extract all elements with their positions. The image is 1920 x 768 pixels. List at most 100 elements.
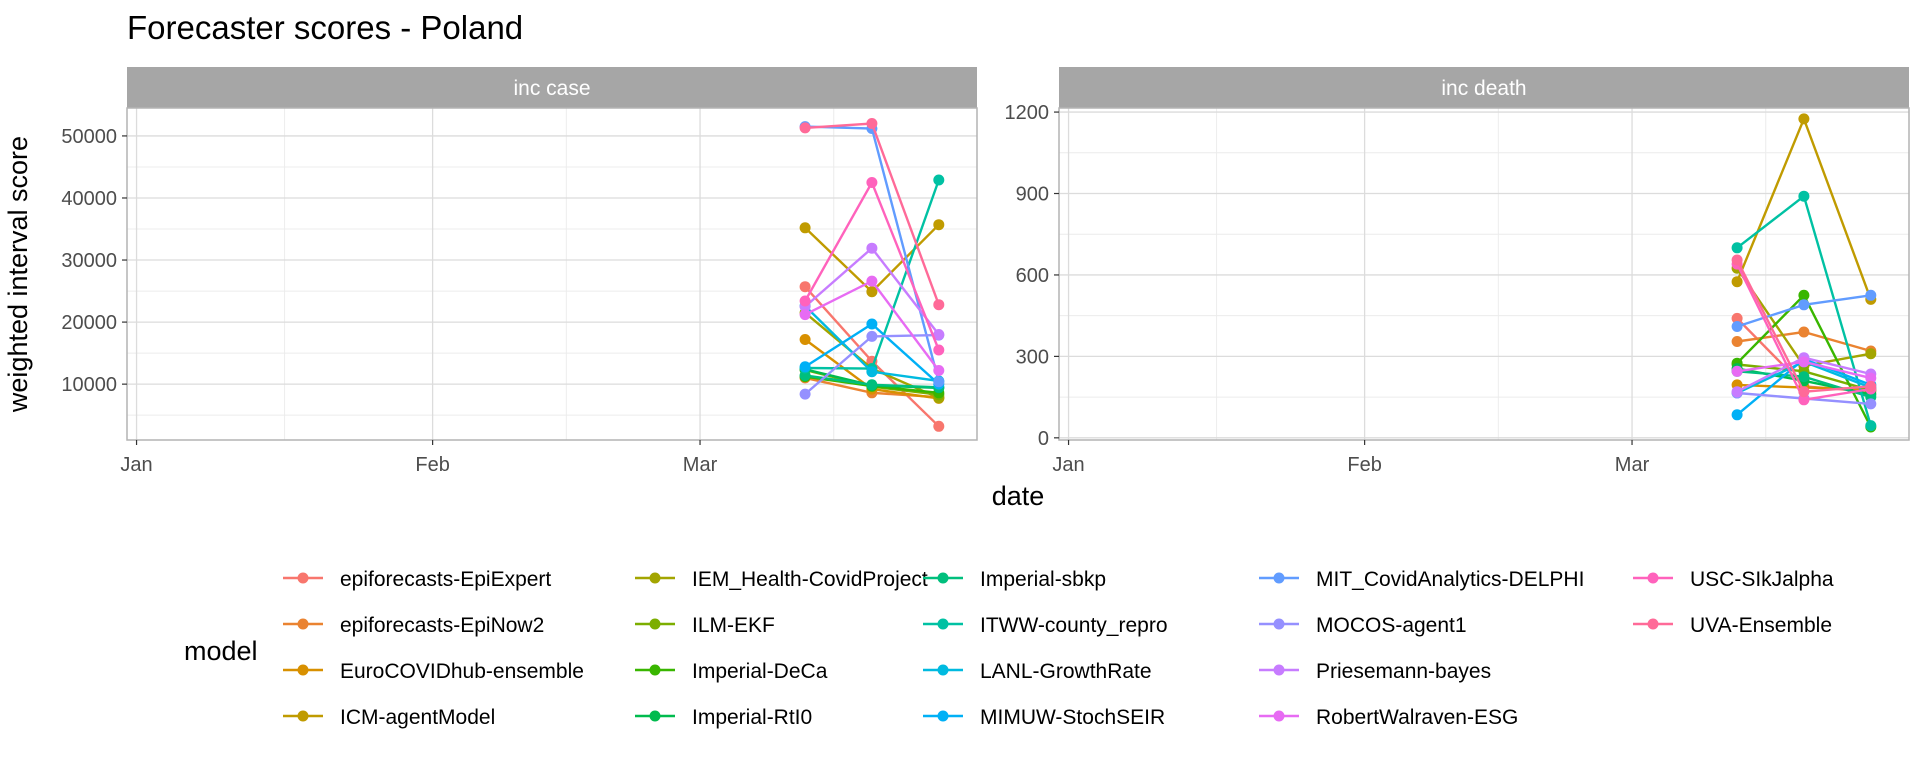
- data-point-imperial-sbkp: [1798, 371, 1810, 383]
- legend-key-point: [937, 710, 949, 722]
- legend-key-point: [937, 618, 949, 630]
- series-epiforecasts-epinow2: [1731, 326, 1877, 357]
- legend-label: MIMUW-StochSEIR: [980, 706, 1165, 729]
- data-point-priesemann-bayes: [866, 242, 878, 254]
- y-tick-label: 300: [1016, 346, 1049, 368]
- legend-item-imperial-deca: Imperial-DeCa: [635, 660, 828, 683]
- x-tick-label: Feb: [415, 454, 449, 476]
- plot-area-inc-death: [1059, 108, 1909, 440]
- data-point-lanl-growthrate: [866, 366, 878, 378]
- data-point-mocos-agent1: [799, 388, 811, 400]
- legend-item-mit-covidanalytics-delphi: MIT_CovidAnalytics-DELPHI: [1259, 568, 1584, 591]
- x-tick-label: Mar: [1615, 454, 1650, 476]
- data-point-imperial-deca: [1798, 289, 1810, 301]
- y-tick-label: 50000: [61, 126, 117, 148]
- gridlines-inc-case: [127, 108, 977, 440]
- data-point-icm-agentmodel: [866, 286, 878, 298]
- data-point-epiforecasts-epiexpert: [799, 281, 811, 293]
- data-point-uva-ensemble: [1798, 386, 1810, 398]
- data-point-icm-agentmodel: [933, 219, 945, 231]
- legend-item-icm-agentmodel: ICM-agentModel: [283, 706, 495, 729]
- panel-inc-case: inc case 10000 20000 30000 40000 50000 Jan Feb…: [61, 67, 978, 476]
- strip-inc-case: [127, 67, 977, 108]
- legend-key-point: [649, 710, 661, 722]
- data-point-robertwalraven-esg: [866, 275, 878, 287]
- data-point-uva-ensemble: [866, 118, 878, 129]
- legend-item-epiforecasts-epinow2: epiforecasts-EpiNow2: [283, 614, 544, 637]
- legend-item-iem-health-covidproject: IEM_Health-CovidProject: [635, 568, 928, 591]
- data-point-usc-sikjalpha: [799, 295, 811, 307]
- y-tick-label: 20000: [61, 312, 117, 334]
- series-robertwalraven-esg: [1731, 356, 1877, 384]
- legend-item-mocos-agent1: MOCOS-agent1: [1259, 614, 1467, 637]
- legend-item-robertwalraven-esg: RobertWalraven-ESG: [1259, 706, 1518, 729]
- x-tick-label: Feb: [1347, 454, 1381, 476]
- legend-label: LANL-GrowthRate: [980, 660, 1152, 683]
- data-point-epiforecasts-epinow2: [1798, 326, 1810, 338]
- panel-inc-death: inc death 0 300 600 900 1200 Jan Feb Mar: [1005, 67, 1910, 476]
- y-tick-label: 10000: [61, 374, 117, 396]
- legend-label: epiforecasts-EpiExpert: [340, 568, 551, 591]
- legend-label: RobertWalraven-ESG: [1316, 706, 1518, 729]
- gridlines-inc-death: [1059, 108, 1909, 440]
- legend-label: IEM_Health-CovidProject: [692, 568, 928, 591]
- x-axis-title: date: [992, 481, 1045, 511]
- series-itww-county-repro: [1731, 190, 1877, 432]
- legend-label: EuroCOVIDhub-ensemble: [340, 660, 584, 683]
- x-tick-label: Jan: [1052, 454, 1084, 476]
- legend-item-mimuw-stochseir: MIMUW-StochSEIR: [923, 706, 1165, 729]
- series-inc-death: [1731, 113, 1877, 433]
- ticks-inc-death: 0 300 600 900 1200 Jan Feb Mar: [1005, 102, 1650, 476]
- data-point-robertwalraven-esg: [1731, 365, 1743, 377]
- legend-label: ILM-EKF: [692, 614, 775, 637]
- legend-key-point: [649, 664, 661, 676]
- x-tick-label: Mar: [683, 454, 718, 476]
- legend-key-point: [1647, 618, 1659, 630]
- data-point-mit-covidanalytics-delphi: [1731, 321, 1743, 332]
- data-point-itww-county-repro: [1731, 242, 1743, 254]
- legend-item-lanl-growthrate: LANL-GrowthRate: [923, 660, 1152, 683]
- data-point-itww-county-repro: [933, 174, 945, 186]
- legend-label: ICM-agentModel: [340, 706, 495, 729]
- series-mit-covidanalytics-delphi: [1731, 289, 1877, 332]
- data-point-mit-covidanalytics-delphi: [1865, 289, 1877, 301]
- data-point-robertwalraven-esg: [1798, 356, 1810, 368]
- legend-label: Imperial-sbkp: [980, 568, 1106, 591]
- legend-item-ilm-ekf: ILM-EKF: [635, 614, 775, 637]
- data-point-icm-agentmodel: [1731, 276, 1743, 288]
- data-point-mocos-agent1: [1865, 398, 1877, 410]
- legend-key-point: [1273, 618, 1285, 630]
- y-tick-label: 30000: [61, 250, 117, 272]
- legend-items: epiforecasts-EpiExpert epiforecasts-EpiNo…: [283, 568, 1834, 729]
- data-point-mit-covidanalytics-delphi: [933, 376, 945, 388]
- legend-key-point: [937, 664, 949, 676]
- legend-item-epiforecasts-epiexpert: epiforecasts-EpiExpert: [283, 568, 551, 591]
- legend-label: Priesemann-bayes: [1316, 660, 1491, 683]
- data-point-mimuw-stochseir: [1731, 409, 1743, 421]
- legend-label: Imperial-RtI0: [692, 706, 812, 729]
- data-point-robertwalraven-esg: [933, 365, 945, 376]
- data-point-itww-county-repro: [1865, 420, 1877, 432]
- y-tick-label: 40000: [61, 188, 117, 210]
- y-tick-label: 0: [1038, 428, 1049, 450]
- series-uva-ensemble: [1731, 254, 1877, 398]
- legend-item-imperial-sbkp: Imperial-sbkp: [923, 568, 1106, 591]
- data-point-epiforecasts-epiexpert: [1731, 312, 1743, 324]
- data-point-priesemann-bayes: [933, 329, 945, 340]
- legend-key-point: [1273, 572, 1285, 584]
- data-point-usc-sikjalpha: [1798, 394, 1810, 406]
- data-point-epiforecasts-epiexpert: [933, 420, 945, 432]
- data-point-icm-agentmodel: [1798, 113, 1810, 125]
- data-point-usc-sikjalpha: [933, 344, 945, 356]
- legend-key-point: [1647, 572, 1659, 584]
- data-point-imperial-sbkp: [866, 379, 878, 391]
- legend-label: MIT_CovidAnalytics-DELPHI: [1316, 568, 1584, 591]
- data-point-uva-ensemble: [1865, 380, 1877, 392]
- ticks-inc-case: 10000 20000 30000 40000 50000 Jan Feb Mar: [61, 126, 717, 476]
- data-point-uva-ensemble: [933, 299, 945, 311]
- data-point-icm-agentmodel: [799, 222, 811, 234]
- legend-item-uva-ensemble: UVA-Ensemble: [1633, 614, 1832, 637]
- legend-label: epiforecasts-EpiNow2: [340, 614, 544, 637]
- series-usc-sikjalpha: [799, 177, 945, 356]
